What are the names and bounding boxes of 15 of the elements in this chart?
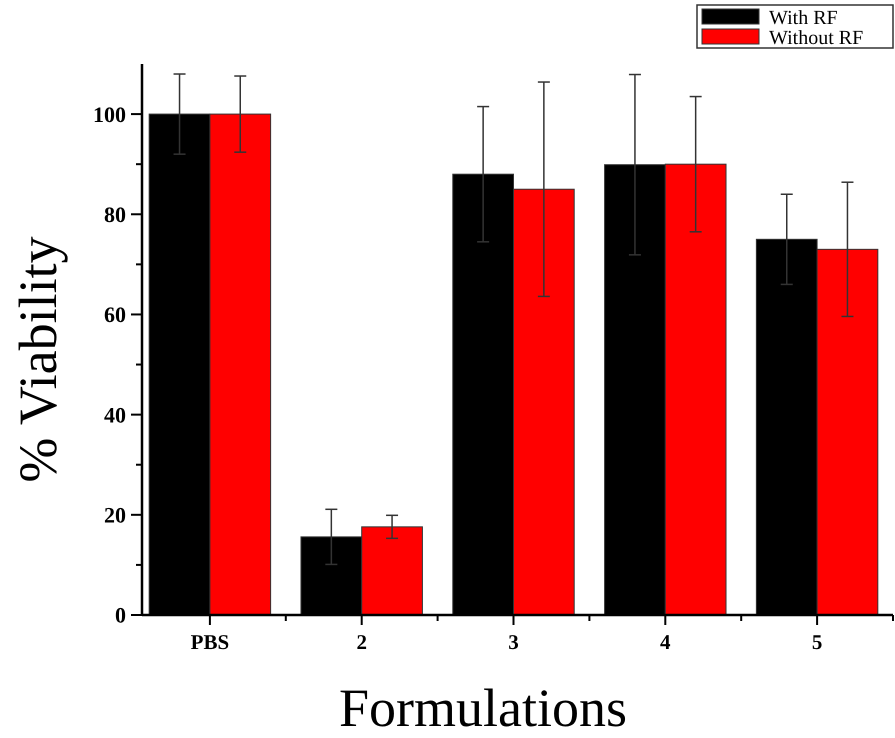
x-tick-label: 5 bbox=[812, 630, 822, 654]
y-tick-label: 100 bbox=[93, 102, 126, 127]
x-tick-label: 2 bbox=[356, 630, 367, 654]
y-tick-label: 0 bbox=[115, 602, 126, 628]
y-tick-label: 20 bbox=[104, 502, 126, 528]
x-tick-label: PBS bbox=[190, 630, 230, 654]
y-tick-label: 60 bbox=[104, 302, 126, 328]
legend-label: Without RF bbox=[769, 27, 864, 49]
y-axis-title: % Viability bbox=[8, 236, 68, 483]
x-axis-title: Formulations bbox=[338, 678, 628, 738]
legend-label: With RF bbox=[769, 7, 838, 29]
y-tick-label: 40 bbox=[104, 402, 126, 428]
x-tick-label: 3 bbox=[508, 630, 519, 654]
y-tick-label: 80 bbox=[104, 202, 126, 227]
x-tick-label: 4 bbox=[660, 630, 672, 654]
